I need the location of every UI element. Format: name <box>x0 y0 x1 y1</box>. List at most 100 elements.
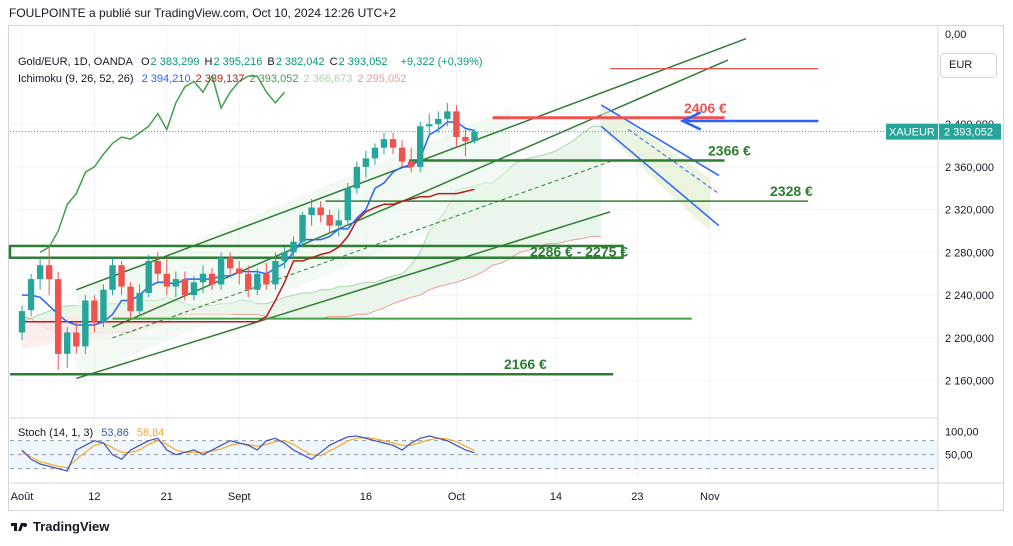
candle-body <box>326 214 333 226</box>
candle-body <box>281 252 288 261</box>
cloud-fill <box>22 126 602 333</box>
symbol-legend: Gold/EUR, 1D, OANDA O2 383,299 H2 395,216… <box>18 56 488 68</box>
ichimoku-value-0: 2 394,210 <box>141 73 191 85</box>
candle-body <box>344 188 351 221</box>
stoch-label: Stoch (14, 1, 3) <box>18 427 94 439</box>
candle-body <box>27 279 35 311</box>
stoch-tick-label: 100,00 <box>945 426 979 438</box>
currency-button[interactable]: EUR <box>940 53 997 78</box>
ichimoku-value-2: 2 393,052 <box>249 73 299 85</box>
level-label: 2166 € <box>504 356 547 372</box>
time-tick-label: Oct <box>448 491 465 503</box>
candle-body <box>471 131 478 142</box>
candle-body <box>353 166 361 189</box>
symbol-badge <box>886 123 938 140</box>
arrow-head <box>679 111 702 131</box>
candle-body <box>163 273 170 287</box>
ichimoku-value-4: 2 295,052 <box>357 73 407 85</box>
level-label: 2406 € <box>684 100 727 116</box>
candle-body <box>299 214 306 242</box>
publish-header: FOULPOINTE a publié sur TradingView.com,… <box>9 6 396 20</box>
candle-body <box>389 139 397 148</box>
ohlc-b: B2 382,042 <box>267 56 325 68</box>
candle-body <box>245 273 252 290</box>
candle-body <box>398 147 406 162</box>
symbol-badge-label: XAUEUR <box>889 127 935 139</box>
candle-body <box>118 265 125 287</box>
candle-body <box>417 126 424 167</box>
candle-body <box>100 289 107 322</box>
channel-lower <box>76 211 611 380</box>
time-tick-label: 12 <box>88 491 100 503</box>
level-label: 2286 € - 2275 € <box>530 243 628 259</box>
candle-body <box>254 273 261 290</box>
ohlc-o: O2 383,299 <box>140 56 200 68</box>
level-band <box>8 244 624 259</box>
candle-body <box>308 207 315 215</box>
last-price-badge <box>939 123 1001 140</box>
price-tick-label: 2 240,000 <box>945 290 994 302</box>
candle-body <box>435 118 442 125</box>
stochastic-pane <box>10 417 938 472</box>
candle-body <box>272 260 279 285</box>
candle-body <box>36 265 44 280</box>
time-tick-label: 23 <box>631 491 643 503</box>
candle-body <box>145 260 152 293</box>
symbol-label: Gold/EUR, 1D, OANDA <box>18 56 133 68</box>
candle-body <box>73 332 80 347</box>
candle-body <box>45 265 53 280</box>
candle-body <box>55 279 62 354</box>
tradingview-logo: TradingView <box>11 519 109 534</box>
change-value: +9,322 (+0,39%) <box>400 56 483 68</box>
desc-lower <box>600 125 720 227</box>
level-label: 2328 € <box>770 183 813 199</box>
ohlc-h: H2 395,216 <box>204 56 263 68</box>
support-resistance-levels: 2406 € 2366 € 2328 € 2286 € - 2275 € 2166 € <box>8 100 813 376</box>
candle-body <box>217 257 225 285</box>
candle-body <box>127 286 134 312</box>
price-tick-label: 2 200,000 <box>945 333 994 345</box>
stoch-tick-label: 50,00 <box>945 450 973 462</box>
candle-body <box>317 207 324 215</box>
candle-body <box>380 139 388 148</box>
candle-body <box>226 257 234 269</box>
candle-body <box>371 147 379 159</box>
candle-body <box>190 282 198 296</box>
candle-body <box>91 300 98 322</box>
stoch-legend: Stoch (14, 1, 3) 53,86 58,84 <box>18 427 169 439</box>
level-label: 2366 € <box>708 142 751 158</box>
candle-body <box>82 300 89 347</box>
annotations <box>10 111 938 133</box>
price-tick-label: 2 160,000 <box>945 376 994 388</box>
desc-mid <box>628 129 720 195</box>
candle-body <box>444 111 451 119</box>
candle-body <box>362 158 370 167</box>
time-tick-label: Sept <box>228 491 251 503</box>
candle-body <box>199 273 207 283</box>
candle-body <box>208 273 216 285</box>
time-tick-label: Nov <box>700 491 720 503</box>
ascending-channel <box>76 37 819 380</box>
price-tick-label: 2 320,000 <box>945 205 994 217</box>
candle-body <box>335 220 342 226</box>
ohlc-c: C2 393,052 <box>329 56 388 68</box>
stoch-k-value: 53,86 <box>101 427 129 439</box>
ichimoku-label: Ichimoku (9, 26, 52, 26) <box>18 73 134 85</box>
stoch-d-value: 58,84 <box>136 427 165 439</box>
time-tick-label: Août <box>11 491 34 503</box>
candle-body <box>109 265 116 290</box>
candle-body <box>154 260 161 274</box>
candle-body <box>64 332 71 354</box>
brand-label: TradingView <box>33 519 110 534</box>
candle-body <box>462 136 469 142</box>
last-price-label: 2 393,052 <box>944 127 993 139</box>
candle-body <box>453 111 460 137</box>
chart-frame <box>8 25 1004 511</box>
candles <box>18 102 478 370</box>
price-tick-label: 2 280,000 <box>945 247 994 259</box>
candle-body <box>290 241 297 253</box>
candle-body <box>172 279 180 287</box>
stoch-d-line <box>21 436 475 469</box>
